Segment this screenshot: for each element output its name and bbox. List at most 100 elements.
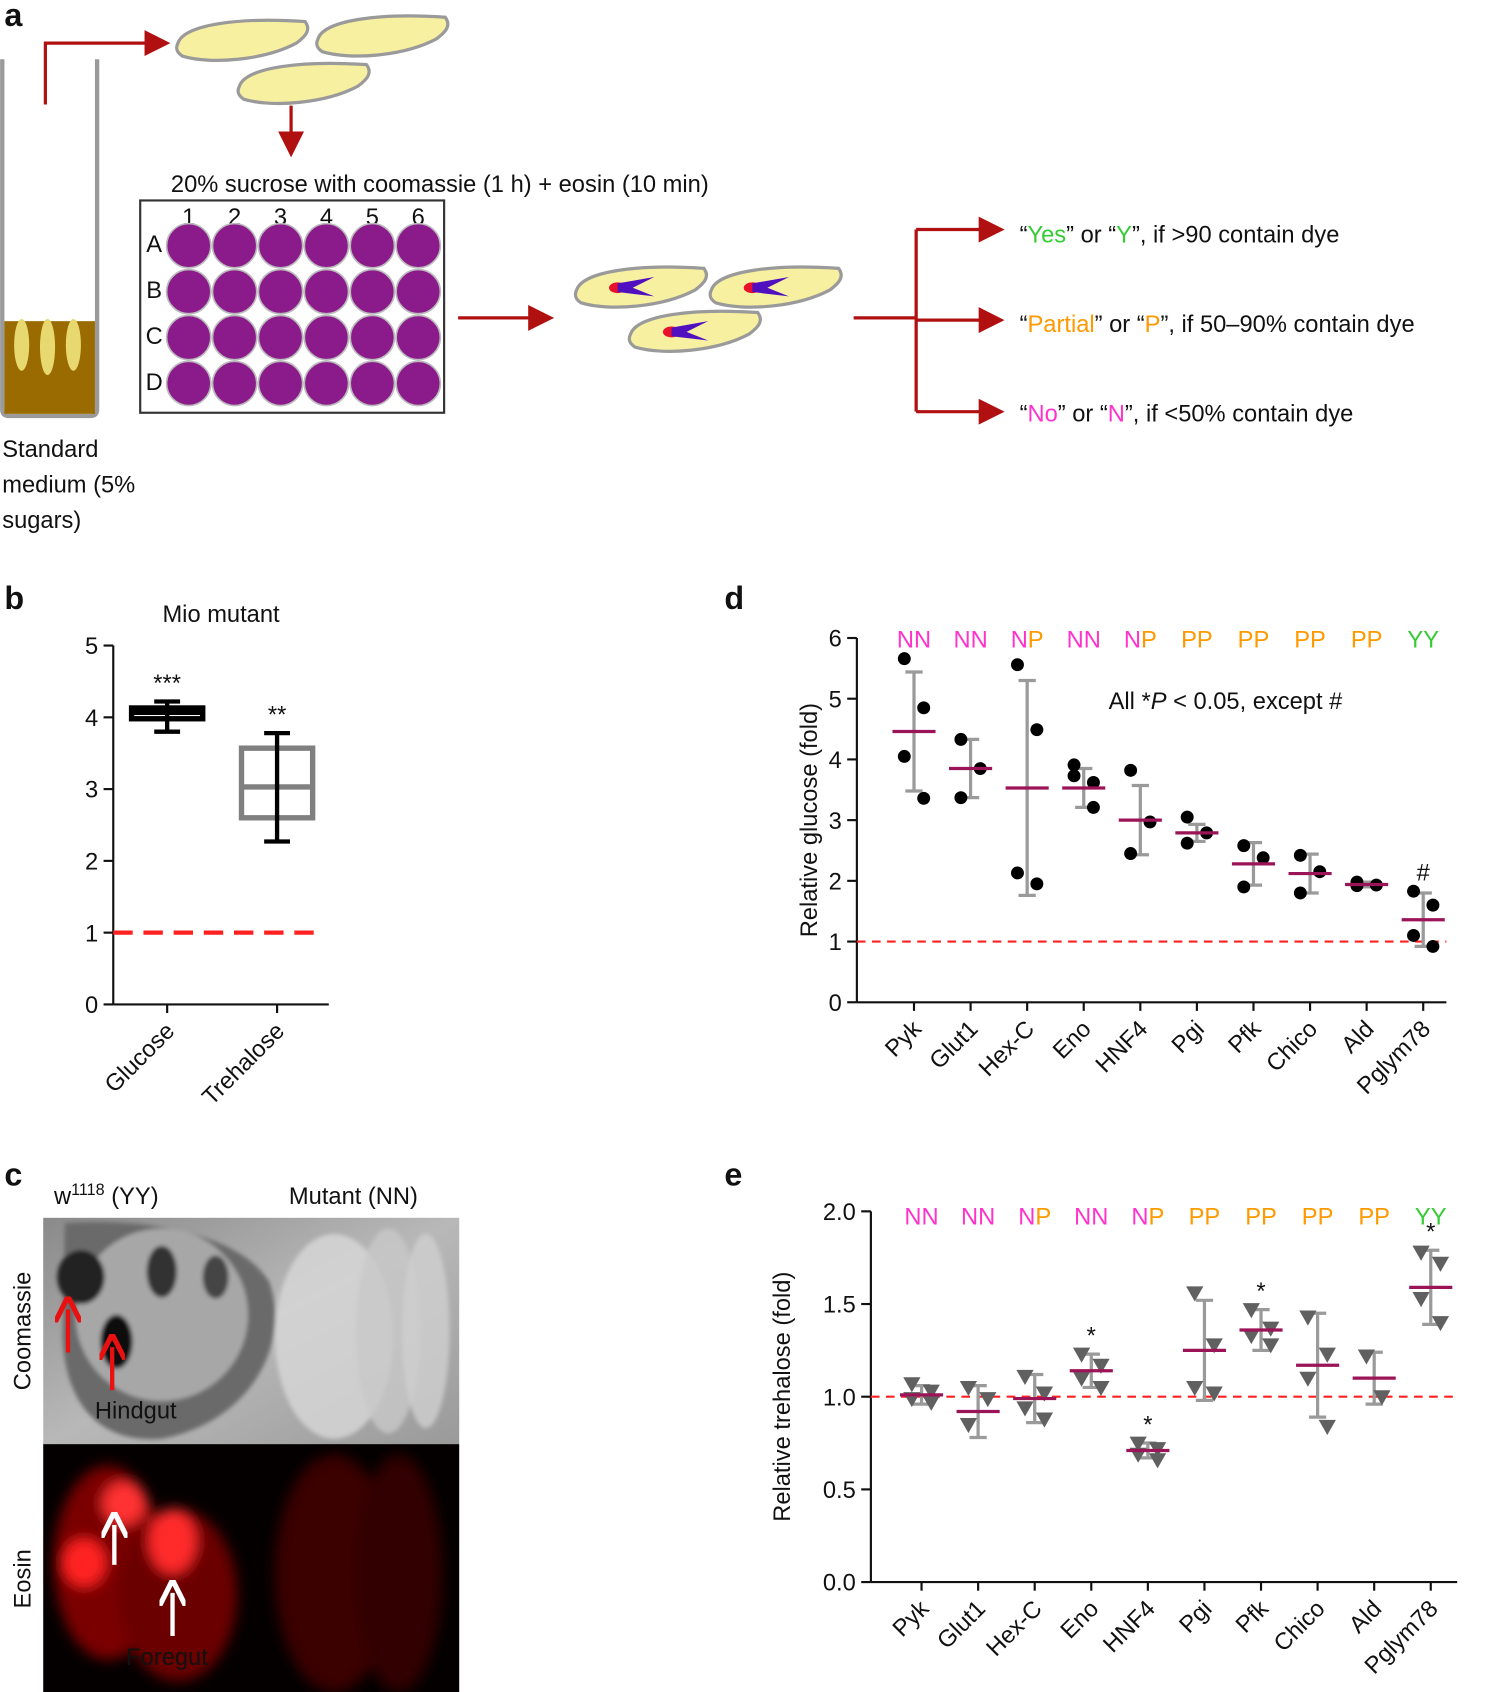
call-label: PP [1302, 1204, 1334, 1230]
point [1242, 1329, 1260, 1345]
point [917, 791, 931, 805]
y-tick-label: 3 [85, 778, 98, 804]
point [1010, 866, 1024, 880]
call-label: PP [1351, 628, 1383, 654]
y-tick-label: 1.0 [823, 1385, 856, 1411]
text-part: Partial [1028, 312, 1095, 338]
call-letter: P [1367, 628, 1383, 654]
point [1186, 1286, 1204, 1302]
call-letter: P [1294, 628, 1310, 654]
point [1072, 1347, 1091, 1363]
x-tick-label: Pgi [1167, 1016, 1210, 1059]
point [1067, 769, 1081, 783]
y-tick-label: 4 [85, 706, 98, 732]
text-part: “ [1020, 222, 1028, 248]
call-letter: P [1035, 1204, 1051, 1230]
row-label: Eosin [10, 1549, 36, 1608]
text-part: No [1028, 401, 1058, 427]
well [257, 222, 304, 269]
x-tick-label: Eno [1056, 1596, 1104, 1644]
medium-label: sugars) [2, 508, 81, 534]
call-letter: N [1018, 1204, 1035, 1230]
point [1242, 1303, 1260, 1319]
call-label: PP [1294, 628, 1326, 654]
x-tick-label: Chico [1262, 1016, 1323, 1077]
well [165, 268, 212, 315]
call-letter: Y [1407, 628, 1423, 654]
point [1016, 1369, 1034, 1385]
point [1407, 929, 1420, 942]
larva [14, 319, 30, 371]
outcome-text: “Partial” or “P”, if 50–90% contain dye [1020, 312, 1415, 338]
note: All *P < 0.05, except # [1109, 689, 1344, 715]
call-letter: P [1351, 628, 1367, 654]
call-label: NP [1124, 628, 1157, 654]
call-letter: N [961, 1204, 978, 1230]
annotation: # [1417, 860, 1431, 886]
call-letter: N [971, 628, 988, 654]
point [1357, 1349, 1376, 1365]
call-letter: N [904, 1204, 921, 1230]
y-axis-label: Relative glucose (fold) [797, 703, 823, 937]
well [395, 268, 442, 315]
panel-label: a [4, 0, 23, 33]
text-part: ”, if 50–90% contain dye [1160, 312, 1414, 338]
well [303, 314, 350, 361]
text-part: ” or “ [1066, 222, 1116, 248]
tube [0, 59, 100, 419]
point [1412, 1291, 1430, 1308]
x-tick-label: Glucose [100, 1018, 180, 1098]
point [1407, 884, 1420, 898]
x-tick-label: Pyk [888, 1596, 934, 1642]
larva [575, 267, 706, 307]
point [959, 1418, 978, 1434]
point [1180, 836, 1194, 850]
point [1313, 865, 1327, 879]
call-label: PP [1358, 1204, 1390, 1230]
point [1318, 1419, 1336, 1435]
well [349, 222, 396, 269]
text-part: w [53, 1184, 72, 1210]
call-label: NP [1011, 628, 1044, 654]
point [1010, 658, 1024, 672]
point [1293, 848, 1307, 862]
well [257, 314, 304, 361]
call-letter: N [914, 628, 931, 654]
well [303, 222, 350, 269]
point [922, 1395, 940, 1411]
y-tick-label: 2 [85, 849, 98, 875]
row-label: Coomassie [10, 1272, 36, 1390]
text-part: All * [1109, 689, 1151, 715]
call-letter: P [1189, 1204, 1205, 1230]
point [1431, 1316, 1450, 1332]
medium-label: Standard [2, 437, 98, 463]
x-tick-label: Hex-C [974, 1016, 1040, 1082]
x-tick-label: Ald [1337, 1016, 1380, 1059]
y-tick-label: 5 [85, 634, 98, 660]
annotation: * [1087, 1323, 1096, 1349]
larva [65, 319, 81, 371]
text-part: ” or “ [1095, 312, 1145, 338]
x-tick-label: Eno [1048, 1016, 1096, 1064]
x-tick-label: Pfk [1231, 1596, 1274, 1639]
point [1318, 1347, 1336, 1363]
well [395, 360, 442, 407]
larva [315, 14, 450, 58]
point [1148, 1453, 1167, 1469]
call-label: YY [1415, 1204, 1447, 1230]
call-letter: N [1091, 1204, 1108, 1230]
medium-label: medium (5% [2, 473, 135, 499]
point [1180, 810, 1194, 824]
text-part: Mutant (NN) [289, 1184, 418, 1210]
point [1124, 847, 1138, 860]
point [959, 1380, 978, 1397]
call-letter: P [1302, 1204, 1318, 1230]
call-letter: N [1124, 628, 1141, 654]
text-part: Y [1116, 222, 1132, 248]
y-tick-label: 0.5 [823, 1478, 856, 1504]
y-tick-label: 5 [829, 687, 842, 713]
row-label: A [146, 232, 162, 258]
row-label: C [146, 324, 163, 350]
panel-label: d [724, 580, 744, 616]
